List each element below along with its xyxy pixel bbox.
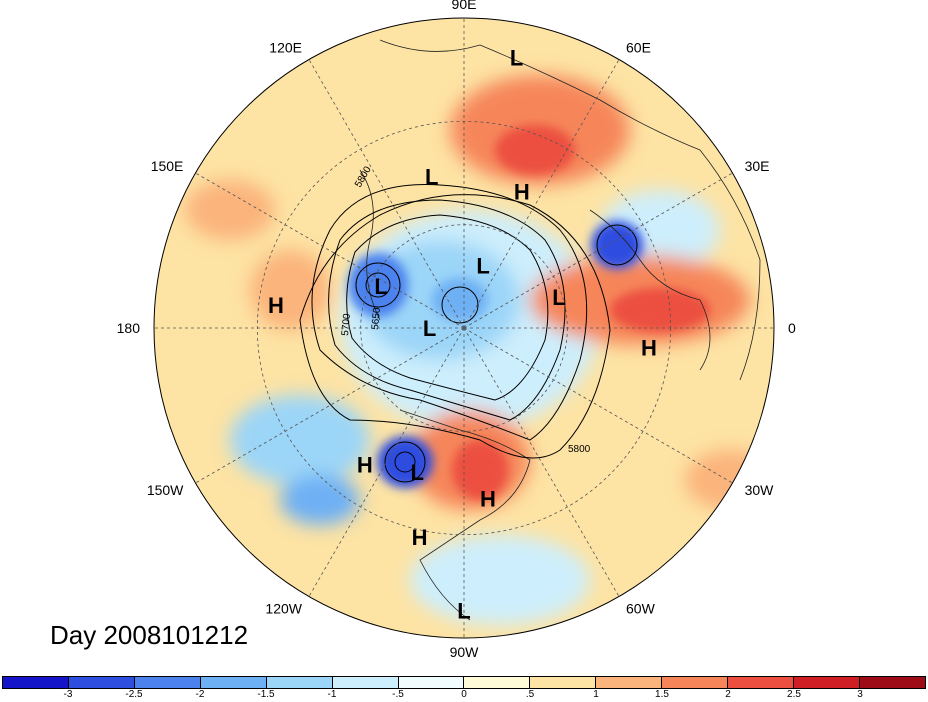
colorbar-tick-label: 0 <box>461 689 467 700</box>
colorbar-tick-label: -1 <box>327 689 337 700</box>
coastlines <box>359 39 761 621</box>
high-pressure-center: H <box>480 487 496 512</box>
low-pressure-center: L <box>425 164 438 189</box>
colorbar-tick-label: -2 <box>195 689 205 700</box>
low-pressure-center: L <box>552 285 565 310</box>
colorbar-tick-label: 2.5 <box>787 689 801 700</box>
colorbar-bin <box>3 677 69 688</box>
high-pressure-center: H <box>357 453 373 478</box>
colorbar-bin <box>794 677 860 688</box>
meridian-line <box>463 327 620 597</box>
longitude-label: 30W <box>745 482 775 498</box>
meridian-line <box>463 172 733 329</box>
colorbar-bin <box>134 677 201 688</box>
colorbar-tick-label: 2 <box>725 689 731 700</box>
longitude-label: 60W <box>626 601 656 617</box>
colorbar-tick-label: 3 <box>857 689 863 700</box>
day-label: Day 2008101212 <box>50 620 249 650</box>
contour-label: 5700 <box>340 313 353 337</box>
contour-label: 5800 <box>568 444 591 455</box>
high-pressure-center: H <box>514 180 530 205</box>
colorbar-bin <box>596 677 663 688</box>
longitude-labels: 90E 60E 30E 0 30W 60W 90W 120W 150W 180 150E 120E <box>117 0 796 660</box>
colorbar-bin <box>68 677 135 688</box>
longitude-label: 60E <box>626 39 651 55</box>
colorbar-tick-label: -1.5 <box>257 689 275 700</box>
longitude-label: 120E <box>269 39 302 55</box>
longitude-label: 90E <box>452 0 477 12</box>
map-boundary <box>153 17 775 639</box>
colorbar-tick-label: 1.5 <box>655 689 669 700</box>
height-contours <box>299 184 638 483</box>
colorbar-bin <box>662 677 729 688</box>
colorbar-bin <box>200 677 267 688</box>
colorbar-bin <box>530 677 597 688</box>
low-pressure-center: L <box>476 253 489 278</box>
meridian-line <box>195 327 465 484</box>
graticule <box>154 18 774 638</box>
colorbar-bin <box>728 677 795 688</box>
pressure-centers: L L H L L H L L H H L H H L <box>268 46 657 624</box>
contour-label: 5650 <box>370 307 383 331</box>
meridian-line <box>308 327 465 597</box>
colorbar-tick-label: -2.5 <box>125 689 143 700</box>
high-pressure-center: H <box>412 525 428 550</box>
low-pressure-center: L <box>423 316 436 341</box>
longitude-label: 90W <box>450 644 480 660</box>
meridian-line <box>195 172 465 329</box>
high-pressure-center: H <box>268 293 284 318</box>
longitude-label: 30E <box>745 158 770 174</box>
longitude-label: 120W <box>265 601 302 617</box>
colorbar <box>2 676 926 689</box>
colorbar-tick-label: -3 <box>63 689 73 700</box>
colorbar-bin <box>266 677 333 688</box>
longitude-label: 150W <box>147 482 184 498</box>
colorbar-tick-label: 1 <box>593 689 599 700</box>
colorbar-bin <box>464 677 531 688</box>
low-pressure-center: L <box>510 46 523 71</box>
meridian-line <box>463 327 733 484</box>
meridian-line <box>463 59 620 329</box>
colorbar-bin <box>859 677 925 688</box>
low-pressure-center: L <box>410 460 423 485</box>
low-pressure-center: L <box>374 274 387 299</box>
longitude-label: 180 <box>117 320 141 336</box>
colorbar-bin <box>398 677 465 688</box>
colorbar-bin <box>332 677 399 688</box>
colorbar-ticks: -3 -2.5 -2 -1.5 -1 -.5 0 .5 1 1.5 2 2.5 3 <box>0 689 928 702</box>
colorbar-tick-label: -.5 <box>392 689 404 700</box>
colorbar-tick-label: .5 <box>525 689 535 700</box>
longitude-label: 0 <box>788 320 796 336</box>
longitude-label: 150E <box>151 158 184 174</box>
high-pressure-center: H <box>641 335 657 360</box>
low-pressure-center: L <box>457 598 470 623</box>
meridian-line <box>308 59 465 329</box>
